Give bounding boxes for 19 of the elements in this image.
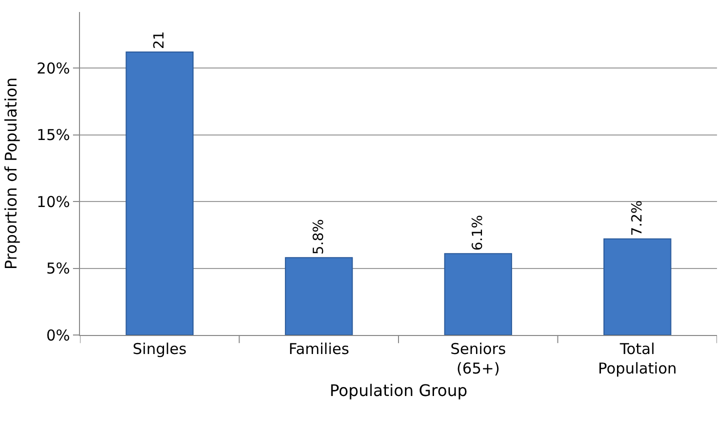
bar	[126, 52, 194, 335]
bar	[603, 238, 672, 335]
x-axis-title: Population Group	[330, 381, 468, 400]
y-tick-label: 15%	[36, 126, 70, 144]
bar	[284, 257, 353, 335]
y-tick-label: 0%	[46, 326, 70, 344]
x-tick-label: Families	[288, 340, 350, 358]
data-label: 21	[152, 31, 168, 50]
x-tick-label: Total Population	[598, 340, 677, 378]
data-label: 6.1%	[470, 215, 486, 251]
data-label: 7.2%	[629, 200, 646, 236]
y-tick-label: 10%	[36, 192, 70, 211]
y-tick-label: 5%	[46, 260, 70, 278]
data-label: 5.8%	[310, 219, 327, 255]
bar	[444, 253, 512, 335]
x-tick-label: Seniors (65+)	[450, 340, 506, 378]
y-tick-label: 20%	[36, 59, 70, 78]
y-axis-title: Proportion of Population	[2, 77, 21, 270]
x-tick-label: Singles	[132, 340, 187, 358]
